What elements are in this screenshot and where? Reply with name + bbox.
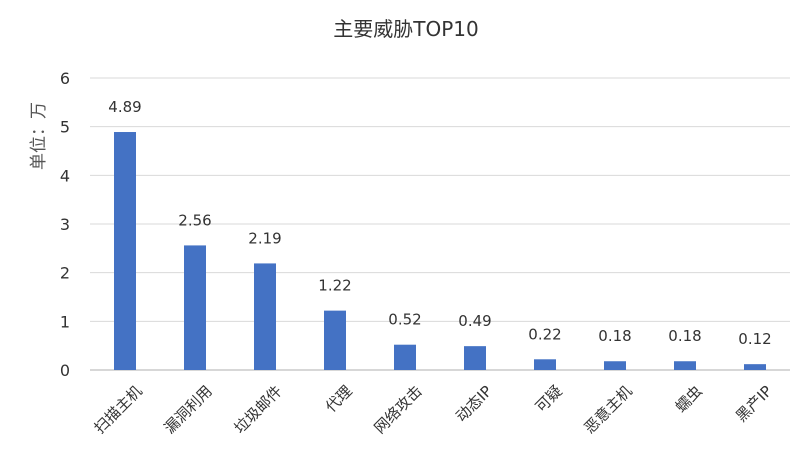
bar bbox=[254, 263, 276, 370]
x-tick-label: 蠕虫 bbox=[672, 382, 706, 416]
y-tick-label: 6 bbox=[60, 69, 70, 88]
data-labels: 4.89 2.56 2.19 1.22 0.52 0.49 0.22 0.18 0.18 0.12 bbox=[108, 98, 771, 348]
bar bbox=[674, 361, 696, 370]
y-axis-label: 单位：万 bbox=[29, 102, 49, 170]
bar bbox=[464, 346, 486, 370]
x-tick-label: 垃圾邮件 bbox=[231, 382, 286, 437]
gridlines bbox=[90, 77, 790, 371]
bars bbox=[114, 132, 766, 370]
bar bbox=[394, 344, 416, 370]
data-label: 2.19 bbox=[248, 229, 281, 247]
x-tick-label: 可疑 bbox=[532, 382, 566, 416]
y-tick-label: 4 bbox=[60, 166, 70, 185]
data-label: 2.56 bbox=[178, 211, 211, 229]
data-label: 0.18 bbox=[598, 327, 631, 345]
bar bbox=[744, 364, 766, 370]
bar bbox=[604, 361, 626, 370]
bar bbox=[114, 132, 136, 370]
bar bbox=[324, 310, 346, 370]
x-tick-label: 漏洞利用 bbox=[161, 382, 216, 437]
y-axis-ticks: 0 1 2 3 4 5 6 bbox=[60, 69, 70, 380]
data-label: 0.49 bbox=[458, 312, 491, 330]
data-label: 0.18 bbox=[668, 327, 701, 345]
data-label: 1.22 bbox=[318, 277, 351, 295]
bar bbox=[534, 359, 556, 370]
x-tick-label: 代理 bbox=[322, 382, 356, 416]
x-tick-label: 网络攻击 bbox=[371, 382, 426, 437]
data-label: 4.89 bbox=[108, 98, 141, 116]
x-axis-ticks: 扫描主机 漏洞利用 垃圾邮件 代理 网络攻击 动态IP 可疑 恶意主机 蠕虫 黑产IP bbox=[91, 382, 776, 437]
data-label: 0.12 bbox=[738, 330, 771, 348]
x-tick-label: 恶意主机 bbox=[581, 382, 636, 437]
chart-title: 主要威胁TOP10 bbox=[333, 17, 478, 41]
bar bbox=[184, 245, 206, 370]
data-label: 0.52 bbox=[388, 311, 421, 329]
y-tick-label: 2 bbox=[60, 264, 70, 283]
y-tick-label: 0 bbox=[60, 361, 70, 380]
y-tick-label: 1 bbox=[60, 312, 70, 331]
x-tick-label: 动态IP bbox=[452, 382, 495, 425]
x-tick-label: 黑产IP bbox=[732, 382, 775, 425]
y-tick-label: 3 bbox=[60, 215, 70, 234]
x-tick-label: 扫描主机 bbox=[91, 382, 146, 437]
y-tick-label: 5 bbox=[60, 118, 70, 137]
data-label: 0.22 bbox=[528, 325, 561, 343]
